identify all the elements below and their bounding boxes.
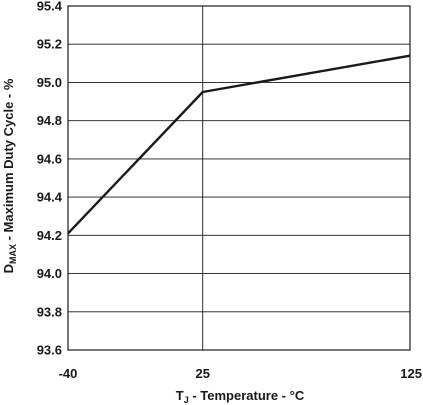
y-tick-label: 95.4 [37, 0, 63, 14]
x-tick-labels: -40 25 125 [59, 366, 422, 381]
y-axis-title: DMAX - Maximum Duty Cycle - % [1, 78, 18, 273]
x-tick-label: -40 [59, 366, 78, 381]
y-tick-label: 94.6 [37, 151, 62, 166]
y-tick-label: 94.4 [37, 190, 63, 205]
y-tick-label: 95.2 [37, 37, 62, 52]
y-tick-label: 94.8 [37, 113, 62, 128]
series-line [67, 54, 411, 235]
plot-frame [67, 5, 411, 351]
y-tick-labels: 93.6 93.8 94.0 94.2 94.4 94.6 94.8 95.0 95.2 95.4 [37, 0, 63, 358]
x-axis-title: TJ - Temperature - °C [176, 388, 305, 405]
y-tick-label: 94.0 [37, 266, 62, 281]
series-layer [67, 54, 411, 235]
x-tick-label: 125 [400, 366, 422, 381]
y-tick-label: 95.0 [37, 75, 62, 90]
x-tick-label: 25 [195, 366, 209, 381]
y-tick-label: 93.8 [37, 304, 62, 319]
y-tick-label: 93.6 [37, 343, 62, 358]
y-tick-label: 94.2 [37, 228, 62, 243]
